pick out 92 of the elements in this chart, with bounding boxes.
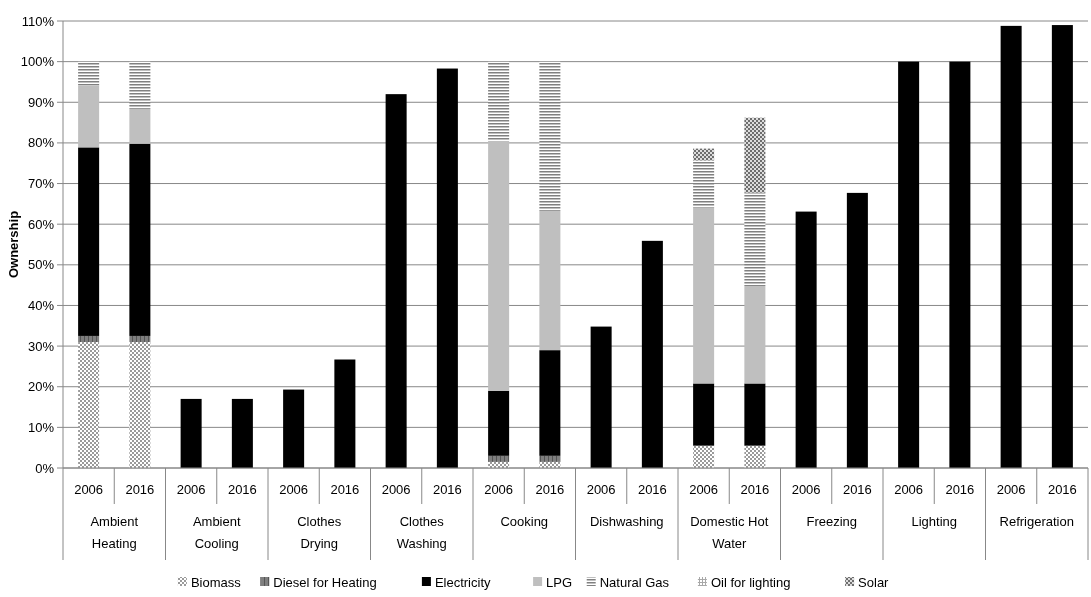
y-tick-label: 70%: [27, 176, 55, 192]
y-tick-label: 0%: [35, 460, 55, 476]
x-tick-label: 2016: [945, 481, 975, 497]
bar: [539, 61, 561, 211]
x-tick-label: 2006: [381, 481, 411, 497]
x-tick-label: 2006: [996, 481, 1026, 497]
bar: [78, 342, 100, 468]
x-tick-label: 2006: [894, 481, 924, 497]
text: Clothes Washing: [396, 514, 447, 551]
legend-label: LPG: [546, 574, 573, 590]
text: Dishwashing: [589, 514, 664, 529]
bar: [846, 192, 868, 468]
legend-label: Natural Gas: [599, 574, 670, 590]
bar: [693, 207, 715, 384]
y-tick-label: 40%: [27, 298, 55, 313]
bar: [744, 445, 766, 468]
y-axis-title: Ownership: [6, 210, 21, 279]
bar: [488, 61, 510, 141]
bar: [641, 240, 663, 468]
bar: [744, 117, 766, 193]
y-tick-label: 50%: [27, 257, 55, 273]
bar: [78, 335, 100, 343]
x-tick-label: 2016: [227, 481, 257, 497]
x-tick-label: 2006: [279, 481, 309, 497]
x-tick-label: 2006: [484, 481, 514, 497]
bar: [488, 390, 510, 456]
x-tick-label: 2016: [740, 481, 770, 497]
bar: [129, 335, 151, 343]
x-tick-label: 2016: [842, 481, 872, 497]
bar: [539, 210, 561, 351]
bar: [283, 389, 305, 468]
bar: [78, 85, 100, 148]
bar: [78, 61, 100, 86]
x-tick-label: 2016: [535, 481, 565, 497]
bar: [744, 192, 766, 286]
bar: [744, 383, 766, 446]
y-tick-label: 110%: [21, 13, 55, 29]
bar: [795, 211, 817, 468]
bar: [539, 455, 561, 462]
bar: [129, 108, 151, 144]
bar: [129, 61, 151, 109]
bar: [693, 148, 715, 161]
bar: [385, 94, 407, 468]
y-tick-label: 20%: [27, 379, 55, 395]
bar: [744, 285, 766, 384]
bar: [129, 342, 151, 468]
bar: [1051, 25, 1073, 468]
bar: [488, 140, 510, 391]
x-tick-label: 2006: [176, 481, 206, 497]
x-tick-label: 2016: [432, 481, 462, 497]
bar: [129, 143, 151, 336]
x-tick-label: 2006: [689, 481, 719, 497]
bar: [693, 160, 715, 208]
text: Clothes Drying: [297, 514, 342, 551]
bar: [949, 61, 971, 468]
bar: [78, 147, 100, 336]
y-tick-label: 30%: [27, 338, 55, 354]
bar: [436, 68, 458, 468]
y-tick-label: 80%: [27, 135, 55, 151]
bar: [334, 359, 356, 468]
legend-label: Solar: [858, 574, 890, 590]
legend-label: Diesel for Heating: [273, 574, 377, 590]
bar: [693, 383, 715, 446]
legend-label: Oil for lighting: [710, 574, 791, 590]
y-tick-label: 60%: [27, 216, 55, 232]
y-tick-label: 100%: [20, 54, 55, 70]
y-tick-label: 90%: [27, 94, 55, 110]
x-tick-label: 2016: [1047, 481, 1077, 497]
x-tick-label: 2006: [586, 481, 616, 497]
bar: [693, 445, 715, 468]
y-tick-label: 10%: [27, 419, 55, 435]
bar: [231, 398, 253, 468]
x-tick-label: 2016: [330, 481, 360, 497]
text: Refrigeration: [999, 514, 1074, 529]
text: Ambient Heating: [90, 514, 139, 551]
legend-label: Biomass: [190, 574, 242, 590]
x-tick-label: 2016: [125, 481, 155, 497]
x-tick-label: 2006: [74, 481, 104, 497]
legend-label: Electricity: [434, 574, 492, 590]
text: Freezing: [806, 514, 858, 529]
x-tick-label: 2006: [791, 481, 821, 497]
text: Ambient Cooling: [192, 514, 241, 551]
text: Domestic Hot Water: [690, 514, 769, 551]
bar: [539, 350, 561, 456]
x-tick-label: 2016: [637, 481, 667, 497]
bar: [180, 398, 202, 468]
bar: [898, 61, 920, 468]
bar: [488, 455, 510, 462]
bar: [1000, 25, 1022, 468]
text: Cooking: [500, 514, 549, 529]
text: Lighting: [911, 514, 958, 529]
bar: [590, 326, 612, 468]
